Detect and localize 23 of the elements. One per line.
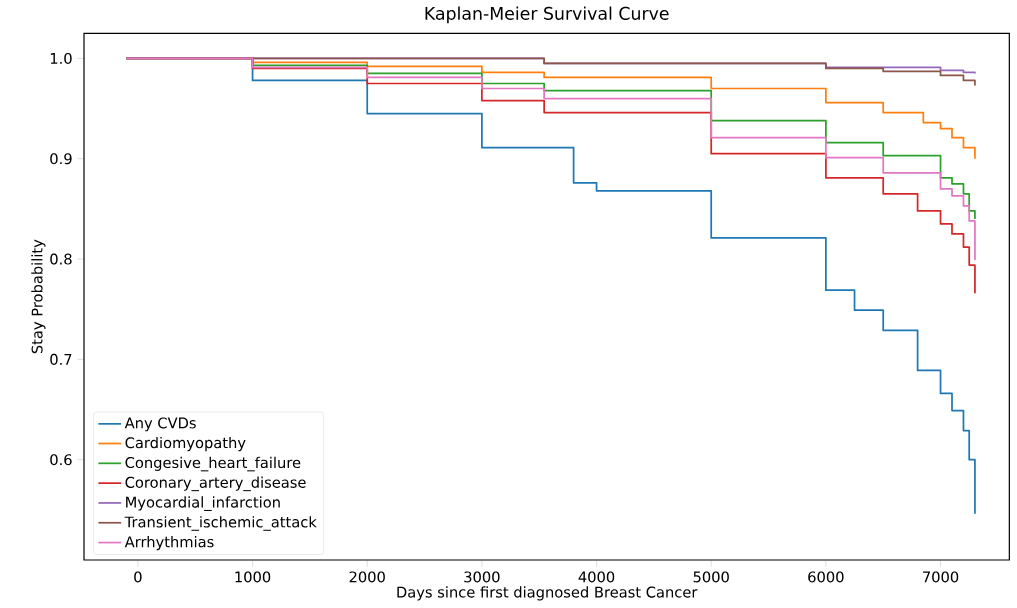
x-tick-label: 7000	[923, 571, 959, 583]
y-tick-label: 0.9	[50, 153, 72, 165]
legend-label: Myocardial_infarction	[126, 496, 280, 511]
x-axis-title: Days since first diagnosed Breast Cancer	[397, 586, 698, 601]
y-tick-label: 1.0	[50, 52, 72, 64]
y-tick-label: 0.8	[50, 253, 72, 265]
x-tick-label: 0	[134, 571, 142, 583]
x-tick-label: 3000	[464, 571, 500, 583]
legend-label: Any CVDs	[124, 417, 196, 432]
y-axis-title: Stay Probability	[31, 239, 46, 354]
x-tick-label: 1000	[235, 571, 271, 583]
x-tick-label: 4000	[578, 571, 615, 583]
legend-label: Congesive_heart_failure	[125, 456, 301, 472]
chart-title: Kaplan-Meier Survival Curve	[425, 6, 669, 24]
x-tick-label: 2000	[349, 571, 385, 583]
legend-label: Transient_ischemic_attack	[124, 516, 317, 531]
y-tick-label: 0.7	[50, 353, 72, 365]
legend-label: Coronary_artery_disease	[125, 476, 306, 492]
legend-label: Arrhythmias	[124, 535, 214, 551]
legend-label: Cardiomyopathy	[125, 436, 246, 452]
x-tick-label: 6000	[808, 571, 844, 583]
x-tick-label: 5000	[693, 571, 729, 583]
y-tick-label: 0.6	[50, 454, 72, 466]
